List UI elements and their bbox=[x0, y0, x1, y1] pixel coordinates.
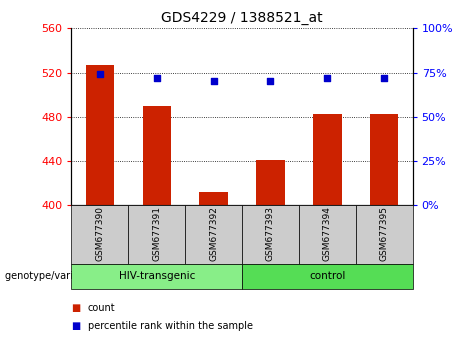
Text: GSM677393: GSM677393 bbox=[266, 206, 275, 262]
Text: HIV-transgenic: HIV-transgenic bbox=[118, 271, 195, 281]
Text: percentile rank within the sample: percentile rank within the sample bbox=[88, 321, 253, 331]
Text: GSM677390: GSM677390 bbox=[95, 206, 104, 262]
Text: GSM677392: GSM677392 bbox=[209, 206, 218, 261]
Bar bbox=[86, 65, 114, 205]
Bar bbox=[313, 114, 342, 205]
Point bbox=[153, 75, 160, 81]
Point bbox=[380, 75, 388, 81]
Text: control: control bbox=[309, 271, 345, 281]
Bar bbox=[200, 192, 228, 205]
Text: GSM677394: GSM677394 bbox=[323, 206, 332, 261]
Point bbox=[210, 79, 217, 84]
Point bbox=[267, 79, 274, 84]
Text: ■: ■ bbox=[71, 303, 81, 313]
Title: GDS4229 / 1388521_at: GDS4229 / 1388521_at bbox=[161, 11, 323, 24]
Text: genotype/variation ▶: genotype/variation ▶ bbox=[5, 271, 108, 281]
Bar bbox=[370, 114, 398, 205]
Text: GSM677391: GSM677391 bbox=[152, 206, 161, 262]
Point bbox=[96, 72, 104, 77]
Text: GSM677395: GSM677395 bbox=[380, 206, 389, 262]
Text: count: count bbox=[88, 303, 115, 313]
Bar bbox=[142, 106, 171, 205]
Bar bbox=[256, 160, 285, 205]
Text: ■: ■ bbox=[71, 321, 81, 331]
Point bbox=[324, 75, 331, 81]
